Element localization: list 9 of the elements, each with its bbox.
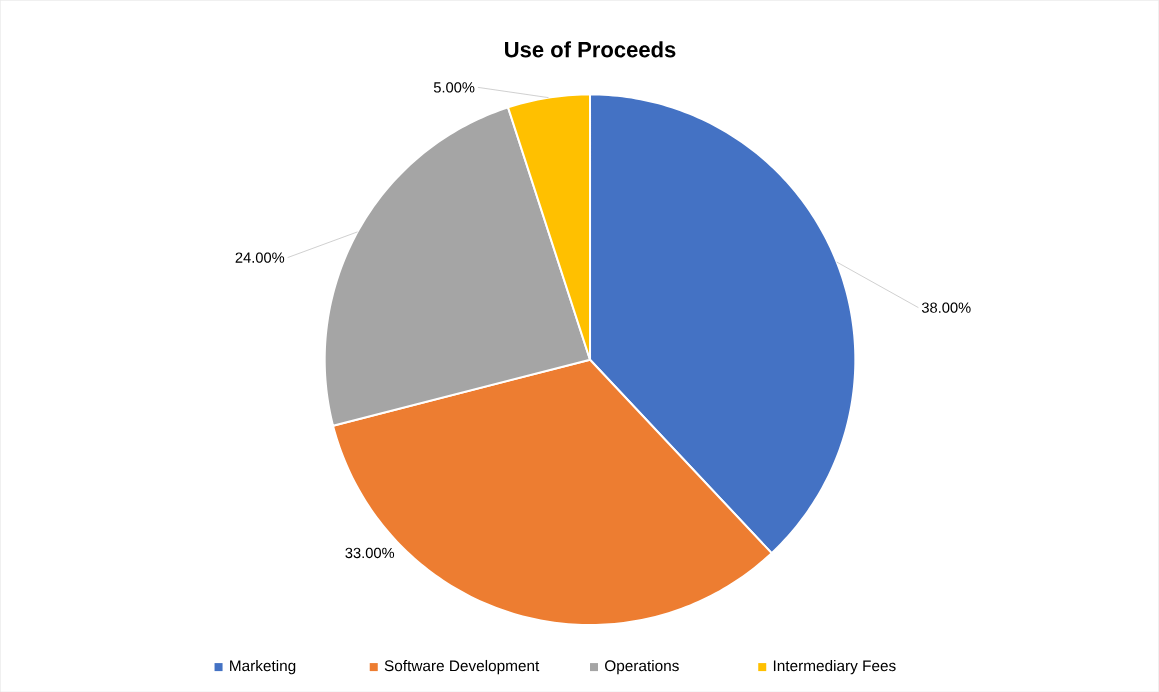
chart-title: Use of Proceeds <box>505 41 676 58</box>
data-label: 5.00% <box>433 81 475 93</box>
legend-label: Software Development <box>384 659 540 675</box>
data-label: 38.00% <box>921 302 971 313</box>
legend-label: Operations <box>605 659 679 675</box>
legend-label: Intermediary Fees <box>773 659 896 675</box>
data-label: 33.00% <box>345 547 395 558</box>
data-label: 24.00% <box>235 252 285 263</box>
legend-label: Marketing <box>230 659 296 675</box>
